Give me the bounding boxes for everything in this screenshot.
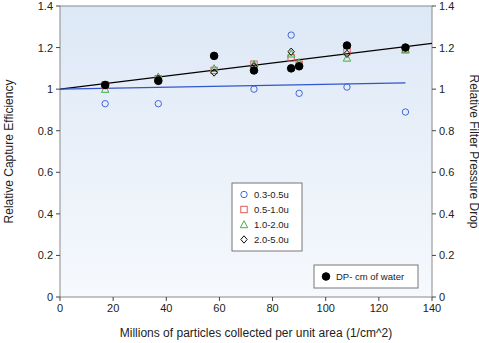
y-tick-label: 1	[47, 83, 53, 95]
y-tick	[56, 297, 60, 298]
y-tick-label: 0.8	[38, 125, 53, 137]
y2-tick	[432, 6, 436, 7]
y2-tick-label: 0.8	[439, 125, 454, 137]
y2-tick	[432, 255, 436, 256]
x-tick	[272, 297, 273, 301]
marks	[60, 32, 432, 115]
x-axis-label: Millions of particles collected per unit…	[120, 326, 392, 340]
data-point	[288, 48, 294, 55]
x-tick	[60, 297, 61, 301]
x-tick-label: 40	[160, 302, 172, 314]
data-point	[343, 42, 351, 50]
data-point	[250, 67, 258, 75]
legend	[232, 183, 302, 251]
y2-tick	[432, 47, 436, 48]
y2-tick-label: 0	[439, 291, 445, 303]
y2-tick-label: 0.6	[439, 166, 454, 178]
data-point	[402, 109, 408, 115]
plot-area	[60, 6, 432, 297]
data-point	[344, 84, 350, 90]
legend-label: 0.5-1.0u	[254, 204, 289, 215]
legend-label: DP- cm of water	[336, 271, 404, 282]
data-point	[210, 52, 218, 60]
data-point	[296, 90, 302, 96]
y2-tick	[432, 130, 436, 131]
y-tick	[56, 213, 60, 214]
data-point	[211, 69, 217, 76]
legend-swatch	[241, 191, 247, 197]
y-tick	[56, 47, 60, 48]
y2-tick	[432, 297, 436, 298]
x-tick-label: 60	[213, 302, 225, 314]
y-tick-label: 1.2	[38, 42, 53, 54]
data-point	[287, 65, 295, 73]
y-tick-label: 1.4	[38, 0, 53, 12]
chart: 02040608010012014000.20.40.60.811.21.400…	[0, 0, 479, 343]
y-tick-label: 0.6	[38, 166, 53, 178]
x-tick-label: 120	[370, 302, 388, 314]
x-tick	[378, 297, 379, 301]
y-tick	[56, 172, 60, 173]
x-tick	[432, 297, 433, 301]
x-tick-label: 140	[423, 302, 441, 314]
data-point	[101, 81, 109, 89]
y2-tick	[432, 172, 436, 173]
x-tick	[113, 297, 114, 301]
x-tick	[325, 297, 326, 301]
y2-tick-label: 1	[439, 83, 445, 95]
data-point	[402, 44, 408, 51]
data-point	[344, 50, 350, 57]
y2-axis-label: Relative Filter Pressure Drop	[467, 74, 479, 228]
trend-line	[60, 43, 432, 89]
y-tick-label: 0	[47, 291, 53, 303]
y-axis-label: Relative Capture Efficiency	[2, 80, 16, 224]
data-point	[102, 81, 108, 88]
legend-label: 0.3-0.5u	[254, 189, 289, 200]
y2-tick	[432, 89, 436, 90]
y-tick	[56, 6, 60, 7]
legend-label: 1.0-2.0u	[254, 219, 289, 230]
data-point	[295, 62, 303, 70]
legend	[314, 265, 418, 288]
x-tick-label: 80	[266, 302, 278, 314]
y2-tick-label: 0.2	[439, 249, 454, 261]
legend-swatch	[241, 206, 247, 212]
y-tick	[56, 130, 60, 131]
y2-tick-label: 1.2	[439, 42, 454, 54]
x-tick-label: 100	[317, 302, 335, 314]
legend-swatch	[240, 221, 247, 228]
x-tick-label: 0	[57, 302, 63, 314]
data-point	[296, 63, 302, 70]
y2-tick-label: 0.4	[439, 208, 454, 220]
x-tick	[219, 297, 220, 301]
data-point	[155, 100, 161, 106]
trend-line	[60, 83, 405, 89]
y-tick-label: 0.2	[38, 249, 53, 261]
y2-tick	[432, 213, 436, 214]
y2-tick-label: 1.4	[439, 0, 454, 12]
x-tick-label: 20	[107, 302, 119, 314]
data-point	[102, 100, 108, 106]
y-tick	[56, 89, 60, 90]
data-point	[288, 32, 294, 38]
legend-swatch	[241, 236, 247, 243]
data-point	[102, 82, 108, 88]
legend-swatch	[322, 273, 330, 281]
data-point	[402, 44, 410, 52]
data-point	[155, 77, 163, 85]
legend-label: 2.0-5.0u	[254, 234, 289, 245]
y-tick-label: 0.4	[38, 208, 53, 220]
y-tick	[56, 255, 60, 256]
data-point	[251, 86, 257, 92]
x-tick	[166, 297, 167, 301]
